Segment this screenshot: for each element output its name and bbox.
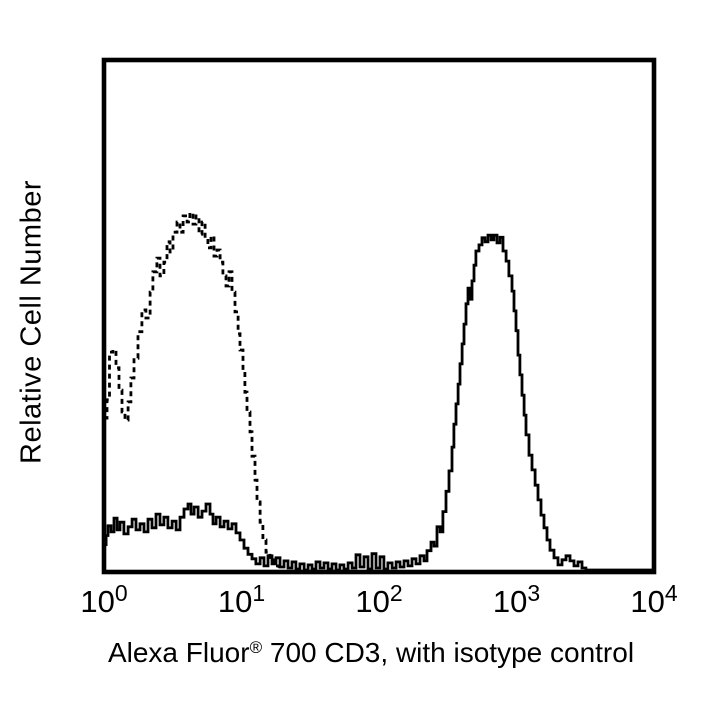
- cd3-stain-curve: [104, 233, 654, 572]
- tick-base: 10: [630, 584, 665, 619]
- tick-base: 10: [217, 584, 253, 619]
- tick-exponent: 0: [114, 580, 128, 606]
- x-tick-label: 101: [217, 580, 265, 620]
- x-tick-label: 103: [492, 580, 540, 620]
- registered-trademark-symbol: ®: [249, 638, 263, 657]
- tick-exponent: 4: [664, 580, 678, 606]
- x-tick-label: 100: [80, 580, 127, 620]
- y-axis-title: Relative Cell Number: [15, 180, 48, 464]
- x-axis-title: Alexa Fluor® 700 CD3, with isotype contr…: [108, 637, 634, 669]
- isotype-control-curve: [104, 211, 281, 570]
- tick-exponent: 3: [527, 580, 541, 606]
- tick-base: 10: [355, 584, 390, 619]
- tick-exponent: 2: [389, 580, 403, 606]
- x-tick-label: 102: [355, 580, 402, 620]
- tick-base: 10: [80, 584, 115, 619]
- tick-base: 10: [492, 584, 528, 619]
- plot-border: [101, 57, 657, 575]
- tick-exponent: 1: [252, 580, 266, 606]
- x-tick-label: 104: [630, 580, 677, 620]
- x-axis-title-text: Alexa Fluor: [107, 637, 250, 668]
- x-axis-title-text-suffix: 700 CD3, with isotype control: [262, 637, 635, 668]
